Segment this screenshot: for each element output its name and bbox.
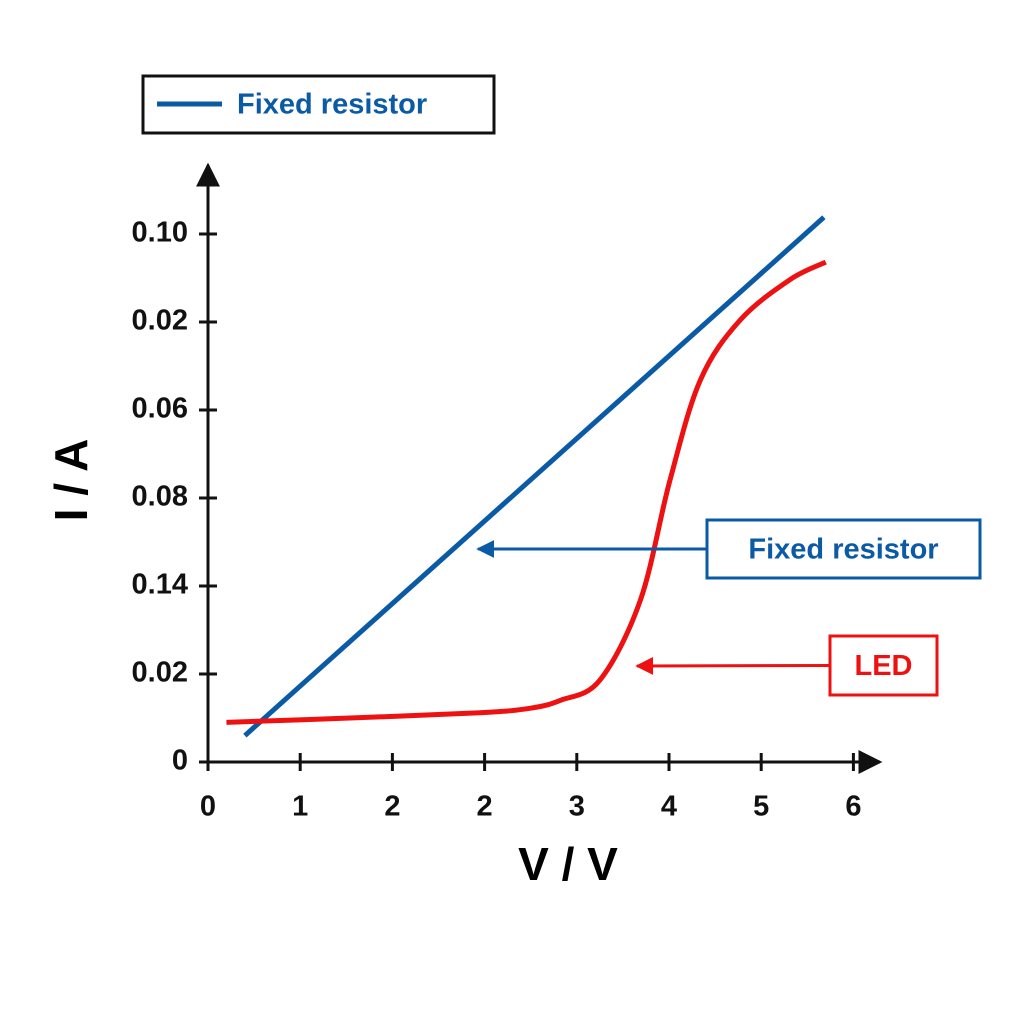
series-line — [226, 259, 827, 725]
y-tick-label: 0.08 — [132, 481, 188, 513]
x-tick-label: 5 — [753, 791, 769, 823]
x-tick-label: 3 — [569, 791, 585, 823]
callout-label: Fixed resistor — [748, 534, 938, 566]
callout-box — [705, 518, 982, 580]
callout-box — [828, 634, 939, 697]
legend-label: Fixed resistor — [237, 89, 427, 121]
x-tick-label: 0 — [200, 791, 216, 823]
y-tick-label: 0.06 — [132, 393, 188, 425]
x-tick-label: 4 — [661, 791, 677, 823]
x-tick-label: 6 — [845, 791, 861, 823]
y-tick-label: 0.02 — [132, 305, 188, 337]
series-line — [243, 215, 826, 738]
y-tick-label: 0 — [172, 745, 188, 777]
y-tick-label: 0.14 — [132, 569, 188, 601]
y-axis-label: I / A — [45, 439, 97, 522]
x-axis-label: V / V — [518, 838, 618, 890]
x-tick-label: 1 — [292, 791, 308, 823]
callout-arrow — [635, 656, 831, 675]
legend: Fixed resistor — [141, 74, 496, 135]
x-tick-label: 2 — [477, 791, 493, 823]
x-tick-label: 2 — [384, 791, 400, 823]
y-tick-label: 0.10 — [132, 217, 188, 249]
callout-label: LED — [855, 650, 913, 682]
y-tick-label: 0.02 — [132, 657, 188, 689]
